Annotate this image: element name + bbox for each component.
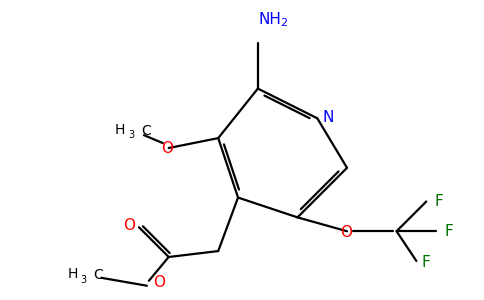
Text: 3: 3 — [80, 275, 87, 285]
Text: 2: 2 — [280, 18, 287, 28]
Text: F: F — [444, 224, 453, 239]
Text: C: C — [93, 268, 103, 282]
Text: F: F — [422, 255, 430, 270]
Text: C: C — [141, 124, 151, 138]
Text: H: H — [115, 123, 125, 137]
Text: H: H — [67, 267, 77, 281]
Text: O: O — [161, 140, 173, 155]
Text: O: O — [123, 218, 135, 233]
Text: NH: NH — [258, 12, 281, 27]
Text: 3: 3 — [128, 130, 134, 140]
Text: N: N — [322, 110, 333, 125]
Text: O: O — [340, 225, 352, 240]
Text: O: O — [153, 275, 165, 290]
Text: F: F — [434, 194, 443, 209]
